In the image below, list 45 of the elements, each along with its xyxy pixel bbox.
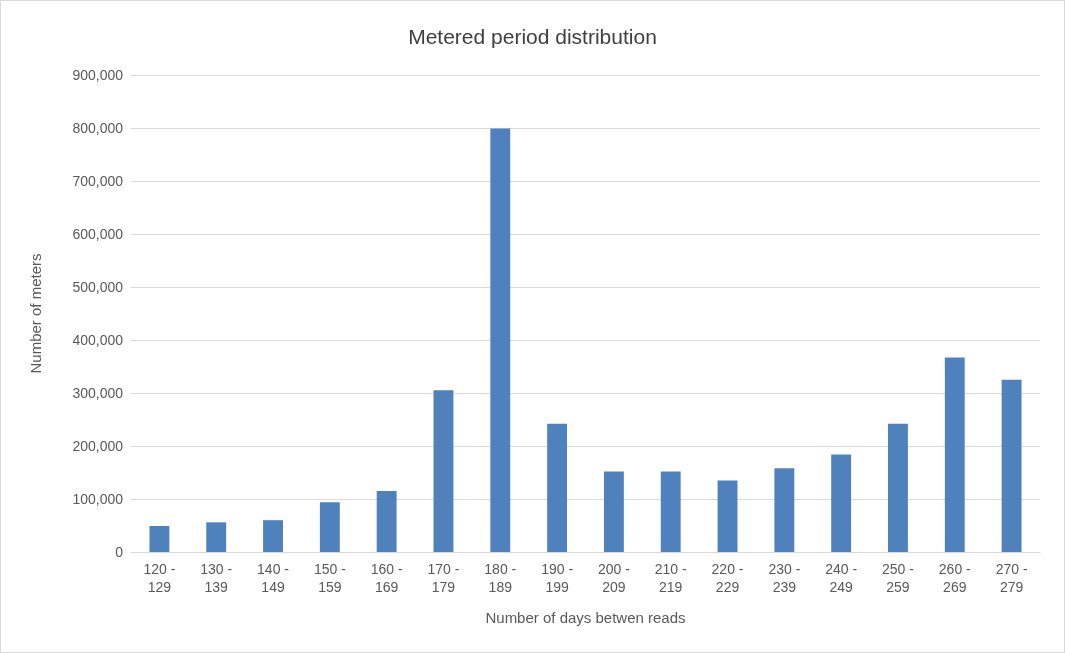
y-tick-label: 500,000 bbox=[72, 279, 124, 295]
x-tick-label: 130 - 139 bbox=[200, 561, 233, 595]
bar bbox=[206, 522, 227, 552]
bar bbox=[717, 480, 738, 552]
x-tick-label: 270 - 279 bbox=[995, 561, 1028, 595]
y-tick-label: 700,000 bbox=[72, 173, 124, 189]
x-tick-label: 140 - 149 bbox=[257, 561, 290, 595]
bar bbox=[433, 390, 454, 552]
y-axis-title: Number of meters bbox=[27, 253, 44, 374]
x-tick-label: 150 - 159 bbox=[313, 561, 347, 595]
y-tick-label: 900,000 bbox=[72, 67, 124, 83]
y-tick-label: 200,000 bbox=[72, 438, 124, 454]
x-tick-label: 160 - 169 bbox=[370, 561, 403, 595]
x-tick-label: 220 - 229 bbox=[711, 561, 744, 595]
x-tick-label: 200 - 209 bbox=[597, 561, 631, 595]
chart-title: Metered period distribution bbox=[408, 25, 657, 48]
bar bbox=[603, 471, 624, 552]
y-tick-label: 0 bbox=[115, 544, 124, 560]
x-axis-title: Number of days betwen reads bbox=[485, 609, 686, 626]
y-tick-label: 600,000 bbox=[72, 226, 124, 242]
y-tick-label: 300,000 bbox=[72, 385, 124, 401]
bar bbox=[490, 128, 511, 552]
x-tick-label: 120 - 129 bbox=[143, 561, 176, 595]
bar bbox=[888, 423, 908, 552]
x-tick-label: 250 - 259 bbox=[882, 561, 915, 595]
y-tick-label: 800,000 bbox=[72, 120, 124, 136]
bar bbox=[149, 526, 170, 552]
x-tick-label: 230 - 239 bbox=[768, 561, 801, 595]
y-tick-label: 100,000 bbox=[72, 491, 124, 507]
bar bbox=[547, 423, 568, 552]
x-tick-label: 240 - 249 bbox=[825, 561, 858, 595]
x-tick-label: 170 - 179 bbox=[427, 561, 460, 595]
bar bbox=[263, 520, 283, 552]
x-tick-label: 190 - 199 bbox=[541, 561, 574, 595]
x-tick-label: 180 - 189 bbox=[484, 561, 517, 595]
x-tick-label: 260 - 269 bbox=[938, 561, 972, 595]
bar bbox=[319, 502, 340, 552]
y-tick-label: 400,000 bbox=[72, 332, 124, 348]
bar bbox=[1001, 379, 1022, 552]
x-tick-label: 210 - 219 bbox=[654, 561, 688, 595]
bar bbox=[660, 471, 681, 552]
bar bbox=[831, 454, 852, 552]
bar bbox=[774, 468, 795, 552]
bar bbox=[944, 357, 965, 552]
bar bbox=[376, 491, 397, 552]
